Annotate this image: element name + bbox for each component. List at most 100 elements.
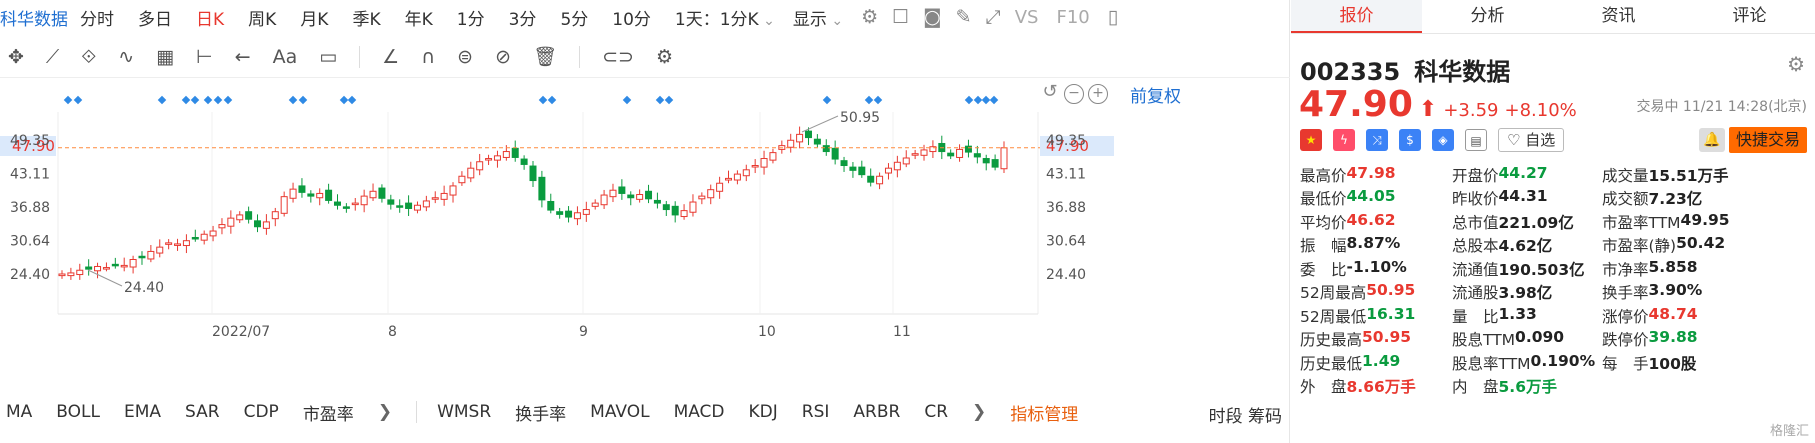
tab-quote[interactable]: 报价 <box>1291 0 1422 33</box>
period-5min[interactable]: 5分 <box>560 9 589 30</box>
tab-comments[interactable]: 评论 <box>1732 6 1767 26</box>
hide-icon[interactable]: ⊘ <box>495 45 511 68</box>
comment-tool-icon[interactable]: ▭ <box>319 45 338 68</box>
indicator-manage-button[interactable]: 指标管理 <box>1010 404 1079 425</box>
event-marker-icon[interactable] <box>547 95 557 105</box>
event-marker-icon[interactable] <box>655 95 665 105</box>
angle-tool-icon[interactable]: ∠ <box>382 45 400 68</box>
period-10min[interactable]: 10分 <box>612 9 651 30</box>
fib-tool-icon[interactable]: ▦ <box>156 45 175 68</box>
event-marker-icon[interactable] <box>157 95 167 105</box>
lock-icon[interactable]: ⊜ <box>457 45 474 68</box>
indicator-pe[interactable]: 市盈率 <box>302 404 354 425</box>
event-marker-icon[interactable] <box>190 95 200 105</box>
event-marker-icon[interactable] <box>63 95 73 105</box>
period-weekly-k[interactable]: 周K <box>248 9 277 30</box>
display-select[interactable]: 显示 <box>793 5 843 30</box>
compare-icon[interactable]: ⊂⊃ <box>602 45 634 68</box>
event-marker-icon[interactable] <box>989 95 999 105</box>
indicator-rsi[interactable]: RSI <box>801 402 830 422</box>
polyline-tool-icon[interactable]: ⟐ <box>81 45 97 68</box>
event-marker-icon[interactable] <box>223 95 233 105</box>
indicator-arbr[interactable]: ARBR <box>853 402 901 422</box>
indicator-wmsr[interactable]: WMSR <box>437 402 492 422</box>
event-marker-icon[interactable] <box>964 95 974 105</box>
event-marker-icon[interactable] <box>873 95 883 105</box>
reset-icon[interactable]: ↺ <box>1042 81 1058 102</box>
period-monthly-k[interactable]: 月K <box>300 9 329 30</box>
period-quarterly-k[interactable]: 季K <box>352 9 381 30</box>
event-marker-icon[interactable] <box>181 95 191 105</box>
delete-icon[interactable]: 🗑 <box>532 46 558 68</box>
settings-icon[interactable]: ⚙ <box>861 6 879 28</box>
indicator-macd[interactable]: MACD <box>673 402 725 422</box>
dollar-icon[interactable]: $ <box>1399 129 1421 151</box>
note-icon[interactable]: ▤ <box>1465 129 1487 151</box>
shuffle-icon[interactable]: ⤨ <box>1366 129 1388 151</box>
chevron-right-icon[interactable]: ❯ <box>377 402 393 422</box>
pen-icon[interactable]: ✎ <box>955 6 972 28</box>
period-3min[interactable]: 3分 <box>508 9 537 30</box>
event-marker-icon[interactable] <box>538 95 548 105</box>
indicator-cr[interactable]: CR <box>924 402 949 422</box>
event-marker-icon[interactable] <box>298 95 308 105</box>
event-marker-icon[interactable] <box>347 95 357 105</box>
magnet-icon[interactable]: ∩ <box>421 45 436 68</box>
add-watchlist-button[interactable]: ♡ 自选 <box>1498 128 1565 152</box>
arrow-tool-icon[interactable]: ← <box>234 45 251 68</box>
event-marker-icon[interactable] <box>981 95 991 105</box>
move-icon[interactable]: ✥ <box>8 45 24 68</box>
stock-name-link[interactable]: 科华数据 <box>0 9 68 30</box>
indicator-ma[interactable]: MA <box>6 402 33 422</box>
event-marker-icon[interactable] <box>622 95 632 105</box>
quick-trade-button[interactable]: 快捷交易 <box>1729 127 1807 153</box>
side-panel-icon[interactable]: ▯ <box>1107 6 1119 28</box>
interval-select[interactable]: 1天：1分K <box>675 5 775 30</box>
indicator-ema[interactable]: EMA <box>123 402 162 422</box>
period-daily-k[interactable]: 日K <box>196 9 225 30</box>
indicator-cdp[interactable]: CDP <box>243 402 279 422</box>
draw-settings-icon[interactable]: ⚙ <box>655 45 673 68</box>
event-marker-icon[interactable] <box>339 95 349 105</box>
gear-icon[interactable]: ⚙ <box>1787 52 1805 76</box>
wave-tool-icon[interactable]: ∿ <box>118 45 135 68</box>
text-tool-icon[interactable]: Aa <box>272 45 298 68</box>
range-tool-icon[interactable]: ⊢ <box>196 45 213 68</box>
box-toggle-icon[interactable]: ☐ <box>892 6 910 28</box>
indicator-boll[interactable]: BOLL <box>56 402 100 422</box>
vs-button[interactable]: VS <box>1014 6 1039 28</box>
kline-chart[interactable]: 47.90 47.90 49.35 49.35 43.11 43.11 36.88 36.… <box>0 78 1290 383</box>
indicator-mavol[interactable]: MAVOL <box>590 402 650 422</box>
chevron-right-icon[interactable]: ❯ <box>972 402 987 422</box>
event-marker-icon[interactable] <box>822 95 832 105</box>
tab-analysis[interactable]: 分析 <box>1470 6 1505 26</box>
event-marker-icon[interactable] <box>73 95 83 105</box>
event-marker-icon[interactable] <box>288 95 298 105</box>
event-marker-icon[interactable] <box>203 95 213 105</box>
tag-icon[interactable]: ◈ <box>1432 129 1454 151</box>
lightning-icon[interactable]: ϟ <box>1333 129 1355 151</box>
fullscreen-icon[interactable]: ⤢ <box>985 6 1001 28</box>
chips-button[interactable]: 筹码 <box>1248 407 1282 427</box>
camera-icon[interactable]: ◙ <box>923 6 942 28</box>
indicator-sar[interactable]: SAR <box>185 402 220 422</box>
period-duori[interactable]: 多日 <box>138 9 172 30</box>
line-tool-icon[interactable]: ⟋ <box>45 45 60 68</box>
tab-news[interactable]: 资讯 <box>1601 6 1636 26</box>
event-marker-icon[interactable] <box>864 95 874 105</box>
bell-icon[interactable]: 🔔 <box>1699 128 1725 152</box>
indicator-kdj[interactable]: KDJ <box>748 402 778 422</box>
indicator-turnover[interactable]: 换手率 <box>515 404 567 425</box>
china-flag-icon[interactable]: ★ <box>1300 129 1322 151</box>
f10-button[interactable]: F10 <box>1056 6 1090 28</box>
period-fenshi[interactable]: 分时 <box>80 9 114 30</box>
event-marker-icon[interactable] <box>973 95 983 105</box>
period-split-button[interactable]: 时段 <box>1208 407 1243 427</box>
period-yearly-k[interactable]: 年K <box>404 9 433 30</box>
period-1min[interactable]: 1分 <box>456 9 485 30</box>
fuquan-toggle[interactable]: 前复权 <box>1130 87 1181 107</box>
event-marker-icon[interactable] <box>664 95 674 105</box>
zoom-in-icon[interactable]: + <box>1088 84 1108 104</box>
zoom-out-icon[interactable]: − <box>1064 84 1084 104</box>
event-marker-icon[interactable] <box>213 95 223 105</box>
